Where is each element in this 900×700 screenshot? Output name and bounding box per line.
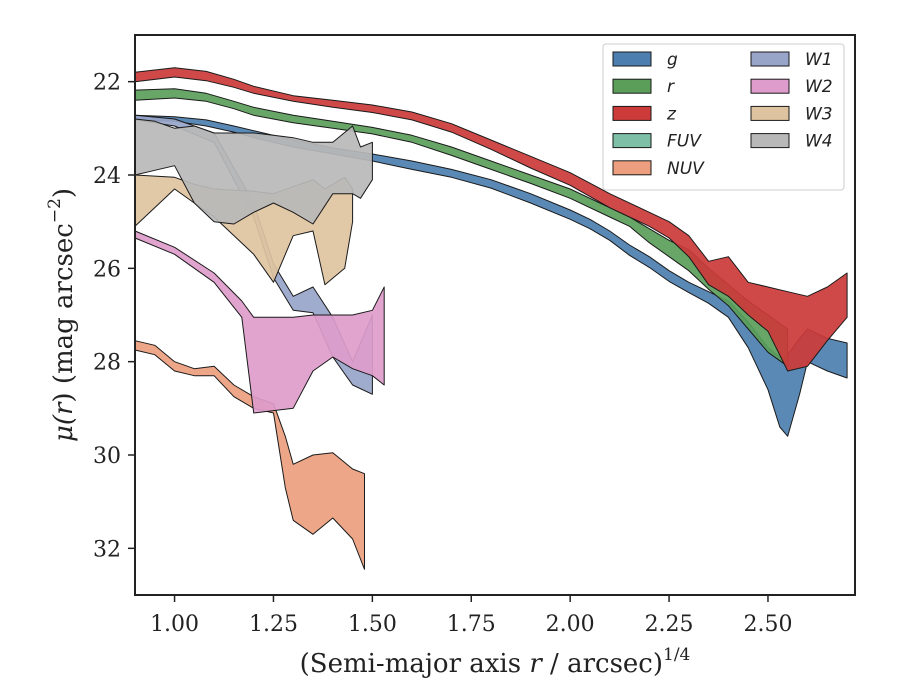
plot-frame (134, 34, 856, 596)
band-w2 (134, 230, 385, 414)
y-axis-title-mu: μ( (49, 414, 79, 442)
x-axis-title: (Semi-major axis r / arcsec)1/4 (300, 645, 691, 679)
x-tick-label: 2.00 (546, 612, 595, 637)
y-tick-label: 30 (93, 444, 121, 469)
y-axis-ticks: 22 24 26 28 30 32 (93, 71, 135, 562)
y-tick-label: 32 (93, 537, 121, 562)
legend-swatch-nuv (612, 160, 652, 176)
legend-swatch-w3 (750, 105, 790, 121)
y-axis-title-var: r (49, 401, 79, 415)
y-tick-label: 24 (93, 164, 121, 189)
band-w4 (134, 118, 373, 225)
legend-label-r: r (667, 77, 675, 97)
profile-bands (134, 67, 848, 570)
x-axis-title-pre: (Semi-major axis (300, 649, 530, 679)
x-axis-title-mid: / arcsec) (542, 649, 663, 679)
x-tick-label: 1.25 (249, 612, 298, 637)
x-tick-label: 1.00 (150, 612, 199, 637)
x-tick-label: 1.75 (447, 612, 496, 637)
legend-label-nuv: NUV (667, 159, 705, 179)
legend-items: grz FUV NUV W1 W2 W3 W4 (612, 50, 833, 179)
band-nuv (134, 340, 365, 570)
legend-swatch-w1 (750, 51, 790, 67)
legend-swatch-z (612, 105, 652, 121)
y-axis-title-close: ) (49, 188, 79, 198)
x-axis-title-sup: 1/4 (663, 645, 690, 665)
y-tick-label: 26 (93, 257, 121, 282)
y-tick-label: 28 (93, 351, 121, 376)
x-axis-ticks: 1.00 1.25 1.50 1.75 2.00 2.25 2.50 (150, 595, 792, 637)
legend-label-w2: W2 (805, 77, 833, 97)
legend-label-w3: W3 (805, 104, 833, 124)
band-g (134, 114, 848, 437)
legend-swatch-w2 (750, 78, 790, 94)
x-tick-label: 2.50 (743, 612, 792, 637)
legend-label-w4: W4 (805, 132, 833, 152)
legend-label-w1: W1 (805, 50, 833, 70)
legend-swatch-g (612, 51, 652, 67)
y-axis-title-sup: −2 (45, 198, 65, 223)
x-tick-label: 1.50 (348, 612, 397, 637)
y-tick-label: 22 (93, 71, 121, 96)
legend-label-z: z (666, 104, 677, 124)
legend-swatch-r (612, 78, 652, 94)
band-z (134, 67, 848, 372)
legend-swatch-fuv (612, 133, 652, 149)
y-axis-title-post: ) (mag arcsec (49, 223, 79, 402)
x-tick-label: 2.25 (645, 612, 694, 637)
x-axis-title-var: r (529, 649, 543, 679)
legend: grz FUV NUV W1 W2 W3 W4 (602, 43, 845, 191)
legend-label-fuv: FUV (667, 132, 702, 152)
y-axis-title: μ(r) (mag arcsec−2) (45, 188, 79, 442)
legend-swatch-w4 (750, 133, 790, 149)
legend-label-g: g (667, 50, 678, 70)
